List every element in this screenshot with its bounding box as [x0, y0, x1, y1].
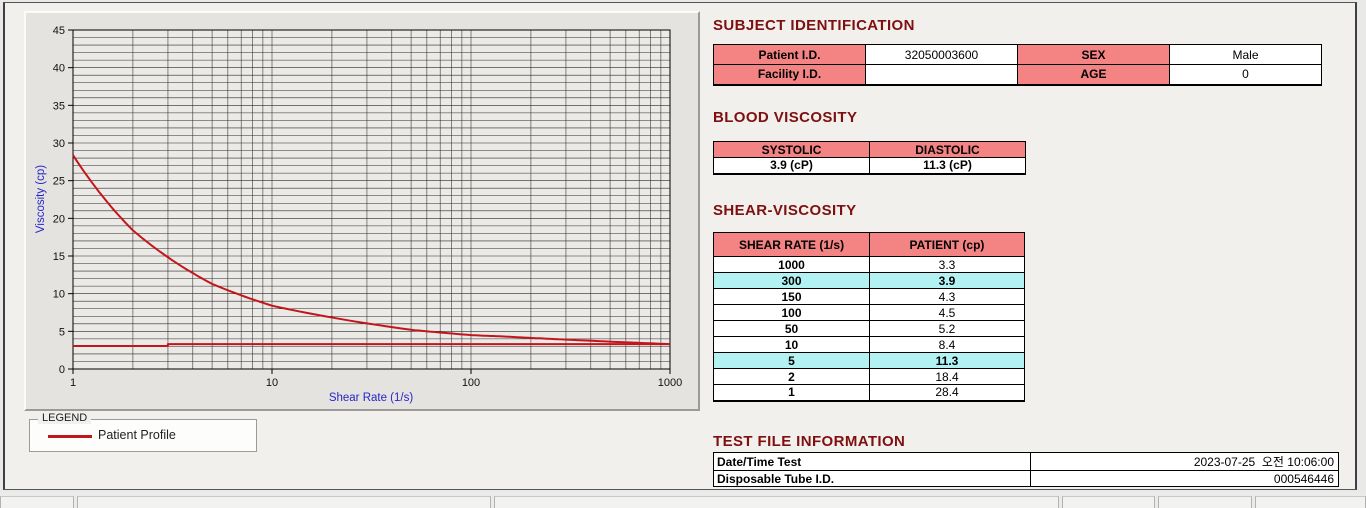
table-row: Facility I.D. AGE 0 [713, 64, 1322, 85]
age-value: 0 [1169, 64, 1322, 85]
shear-viscosity-table: SHEAR RATE (1/s) PATIENT (cp) 1000 3.3 30… [713, 232, 1025, 402]
subject-identification-title: SUBJECT IDENTIFICATION [713, 17, 915, 34]
shear-rate-cell: 5 [713, 352, 870, 369]
svg-text:5: 5 [59, 326, 65, 338]
blood-viscosity-table: SYSTOLIC DIASTOLIC 3.9 (cP) 11.3 (cP) [713, 141, 1026, 175]
age-label: AGE [1017, 64, 1170, 85]
svg-text:15: 15 [53, 251, 65, 263]
patient-cp-header: PATIENT (cp) [869, 232, 1025, 257]
svg-text:45: 45 [53, 25, 65, 37]
sex-value: Male [1169, 44, 1322, 65]
viscosity-chart-panel: 0 5 10 15 20 25 30 35 40 45 1 10 100 1000 Shear Rate (… [24, 11, 700, 411]
patient-value-cell: 4.5 [869, 304, 1025, 321]
shear-rate-cell: 150 [713, 288, 870, 305]
subject-identification-table: Patient I.D. 32050003600 SEX Male Facili… [713, 44, 1322, 86]
bottom-button-fragment[interactable] [1158, 496, 1252, 508]
svg-text:20: 20 [53, 213, 65, 225]
shear-rate-cell: 2 [713, 368, 870, 385]
test-file-information-table: Date/Time Test 2023-07-25 오전 10:06:00 Di… [713, 452, 1339, 487]
disposable-tube-id-label: Disposable Tube I.D. [713, 470, 1031, 487]
shear-rate-header: SHEAR RATE (1/s) [713, 232, 870, 257]
sex-label: SEX [1017, 44, 1170, 65]
shear-rate-cell: 1 [713, 384, 870, 401]
table-row: 100 4.5 [713, 304, 1025, 321]
svg-text:10: 10 [266, 377, 278, 389]
patient-value-cell: 18.4 [869, 368, 1025, 385]
svg-text:Viscosity (cp): Viscosity (cp) [35, 165, 47, 233]
svg-text:1000: 1000 [658, 377, 682, 389]
patient-value-cell: 3.3 [869, 256, 1025, 273]
bottom-toolbar-strip [0, 492, 1366, 508]
date-time-test-value: 2023-07-25 오전 10:06:00 [1030, 452, 1339, 471]
table-row: 1 28.4 [713, 384, 1025, 401]
legend-box: LEGEND Patient Profile [29, 412, 257, 452]
bottom-button-fragment[interactable] [1062, 496, 1155, 508]
bottom-button-fragment[interactable] [1255, 496, 1366, 508]
systolic-value: 3.9 (cP) [713, 157, 870, 174]
shear-rate-cell: 1000 [713, 256, 870, 273]
patient-value-cell: 28.4 [869, 384, 1025, 401]
table-row: 50 5.2 [713, 320, 1025, 337]
date-time-test-label: Date/Time Test [713, 452, 1031, 471]
facility-id-label: Facility I.D. [713, 64, 866, 85]
bottom-button-fragment[interactable] [77, 496, 491, 508]
patient-value-cell: 8.4 [869, 336, 1025, 353]
patient-id-value: 32050003600 [865, 44, 1018, 65]
test-file-information-title: TEST FILE INFORMATION [713, 433, 906, 450]
blood-viscosity-title: BLOOD VISCOSITY [713, 109, 858, 126]
bottom-button-fragment[interactable] [494, 496, 1059, 508]
svg-text:35: 35 [53, 100, 65, 112]
svg-text:25: 25 [53, 176, 65, 188]
facility-id-value [865, 64, 1018, 85]
svg-text:100: 100 [462, 377, 480, 389]
table-row-highlighted: 5 11.3 [713, 352, 1025, 369]
patient-id-label: Patient I.D. [713, 44, 866, 65]
svg-text:Shear Rate (1/s): Shear Rate (1/s) [329, 392, 414, 404]
table-row: Date/Time Test 2023-07-25 오전 10:06:00 [713, 452, 1339, 471]
patient-value-cell: 3.9 [869, 272, 1025, 289]
table-row: 3.9 (cP) 11.3 (cP) [713, 157, 1026, 174]
patient-profile-line-swatch [48, 435, 92, 438]
svg-text:30: 30 [53, 138, 65, 150]
shear-viscosity-title: SHEAR-VISCOSITY [713, 202, 857, 219]
table-row: Disposable Tube I.D. 000546446 [713, 470, 1339, 487]
legend-caption: LEGEND [38, 412, 92, 424]
patient-value-cell: 5.2 [869, 320, 1025, 337]
shear-rate-cell: 100 [713, 304, 870, 321]
table-row-highlighted: 300 3.9 [713, 272, 1025, 289]
diastolic-value: 11.3 (cP) [869, 157, 1026, 174]
table-row: 10 8.4 [713, 336, 1025, 353]
svg-text:1: 1 [70, 377, 76, 389]
disposable-tube-id-value: 000546446 [1030, 470, 1339, 487]
svg-text:40: 40 [53, 63, 65, 75]
svg-text:0: 0 [59, 364, 65, 376]
viscosity-chart: 0 5 10 15 20 25 30 35 40 45 1 10 100 1000 Shear Rate (… [35, 25, 682, 404]
table-row: 2 18.4 [713, 368, 1025, 385]
svg-text:10: 10 [53, 289, 65, 301]
patient-value-cell: 11.3 [869, 352, 1025, 369]
diastolic-header: DIASTOLIC [869, 141, 1026, 158]
systolic-header: SYSTOLIC [713, 141, 870, 158]
shear-rate-cell: 50 [713, 320, 870, 337]
patient-value-cell: 4.3 [869, 288, 1025, 305]
table-row: 150 4.3 [713, 288, 1025, 305]
report-panel: 0 5 10 15 20 25 30 35 40 45 1 10 100 1000 Shear Rate (… [3, 2, 1357, 490]
legend-entry-label: Patient Profile [98, 428, 176, 442]
table-row: SYSTOLIC DIASTOLIC [713, 141, 1026, 158]
bottom-button-fragment[interactable] [0, 496, 74, 508]
shear-rate-cell: 10 [713, 336, 870, 353]
table-row: 1000 3.3 [713, 256, 1025, 273]
table-header-row: SHEAR RATE (1/s) PATIENT (cp) [713, 232, 1025, 257]
shear-rate-cell: 300 [713, 272, 870, 289]
table-row: Patient I.D. 32050003600 SEX Male [713, 44, 1322, 65]
